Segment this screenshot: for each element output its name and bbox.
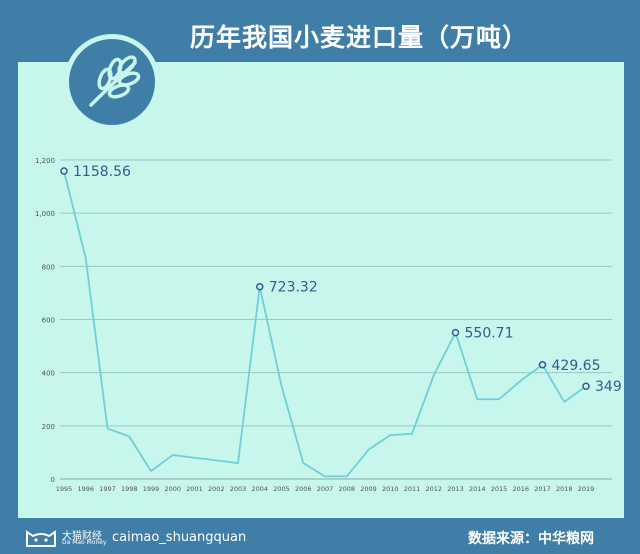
x-tick-label: 2009 bbox=[360, 485, 377, 493]
brand-name-cn: 大猫财经 bbox=[62, 531, 102, 542]
x-tick-label: 1998 bbox=[121, 485, 138, 493]
x-tick-label: 2002 bbox=[208, 485, 225, 493]
x-tick-label: 1995 bbox=[56, 485, 73, 493]
x-tick-label: 2001 bbox=[186, 485, 203, 493]
data-point-marker bbox=[538, 361, 547, 369]
chart-panel bbox=[18, 62, 624, 518]
x-tick-label: 2016 bbox=[512, 485, 529, 493]
brand-name-en: Da Mao Money bbox=[62, 539, 107, 546]
x-tick-label: 2019 bbox=[578, 485, 595, 493]
logo-badge bbox=[64, 34, 160, 130]
x-tick-label: 1997 bbox=[99, 485, 116, 493]
x-tick-label: 2011 bbox=[404, 485, 421, 493]
y-tick-label: 1,200 bbox=[35, 157, 55, 165]
data-label: 550.71 bbox=[465, 326, 514, 342]
data-point-marker bbox=[256, 282, 264, 291]
data-label: 1158.56 bbox=[73, 164, 131, 180]
y-tick-label: 1,000 bbox=[35, 210, 55, 218]
y-tick-label: 800 bbox=[42, 263, 55, 271]
chart-title: 历年我国小麦进口量（万吨） bbox=[190, 23, 529, 52]
x-tick-label: 2005 bbox=[273, 485, 290, 493]
x-tick-label: 2000 bbox=[164, 485, 181, 493]
line-chart: 0 200 400 600 800 1,000 1,200 1995 1996 1997 1998 1… bbox=[35, 157, 622, 493]
x-tick-label: 2012 bbox=[425, 485, 442, 493]
x-tick-label: 1996 bbox=[77, 485, 94, 493]
social-handle: caimao_shuangquan bbox=[112, 530, 247, 545]
data-label: 429.65 bbox=[552, 358, 601, 374]
data-point-marker bbox=[60, 167, 68, 175]
x-tick-label: 2014 bbox=[469, 485, 486, 493]
data-point-marker bbox=[582, 382, 590, 390]
x-tick-label: 1999 bbox=[143, 485, 160, 493]
y-tick-label: 600 bbox=[42, 317, 55, 325]
y-tick-label: 200 bbox=[42, 423, 55, 431]
wheat-icon bbox=[89, 55, 141, 107]
x-tick-label: 2010 bbox=[382, 485, 399, 493]
data-label: 723.32 bbox=[269, 280, 318, 296]
x-tick-label: 2003 bbox=[230, 485, 247, 493]
x-tick-label: 2018 bbox=[556, 485, 573, 493]
series-line bbox=[63, 170, 587, 478]
cat-icon bbox=[26, 530, 56, 547]
y-tick-label: 0 bbox=[51, 476, 55, 484]
data-label: 349 bbox=[595, 379, 622, 395]
data-source: 数据来源：中华粮网 bbox=[468, 531, 594, 547]
x-tick-label: 2006 bbox=[295, 485, 312, 493]
y-tick-label: 400 bbox=[42, 370, 55, 378]
x-tick-label: 2008 bbox=[338, 485, 355, 493]
x-tick-label: 2007 bbox=[317, 485, 334, 493]
x-tick-label: 2015 bbox=[491, 485, 508, 493]
x-tick-label: 2013 bbox=[447, 485, 464, 493]
x-tick-label: 2017 bbox=[534, 485, 551, 493]
x-tick-label: 2004 bbox=[251, 485, 268, 493]
data-point-marker bbox=[451, 328, 460, 337]
